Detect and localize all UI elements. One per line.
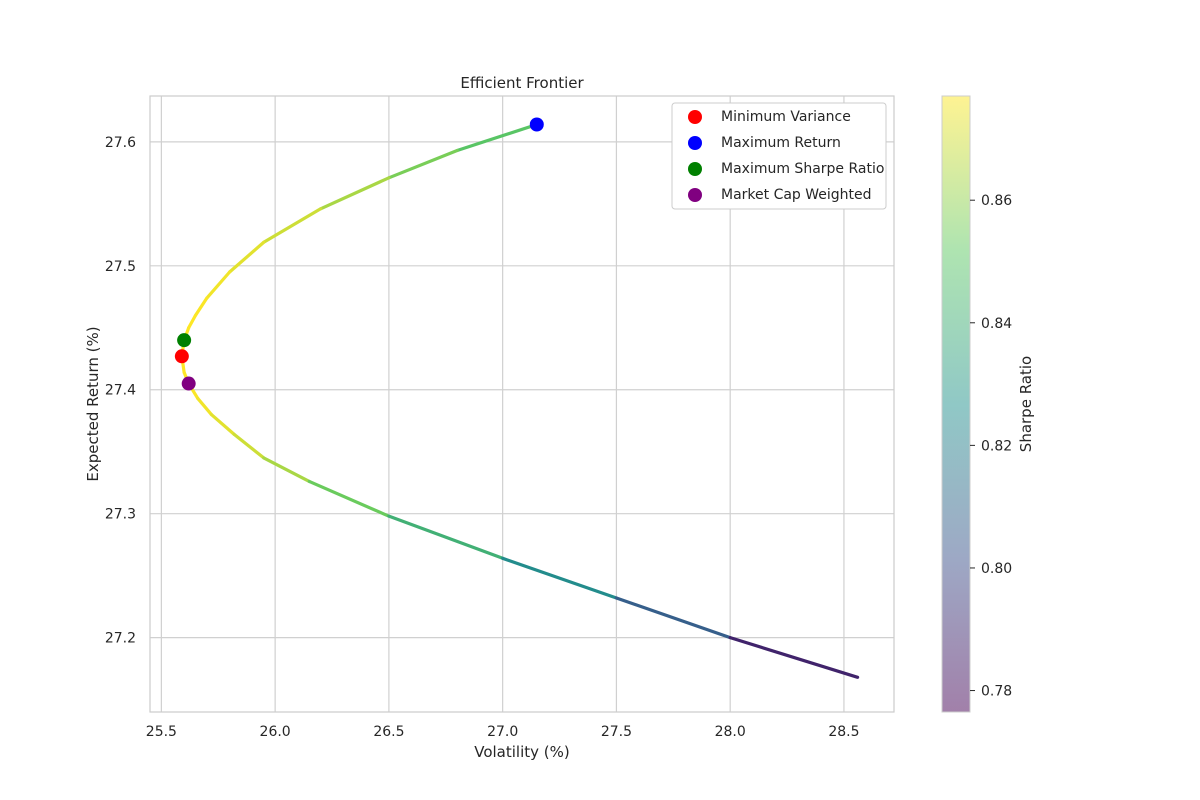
- frontier-segment: [187, 313, 198, 330]
- frontier-segment: [501, 556, 619, 600]
- legend-box: [671, 102, 887, 210]
- colorbar-gradient: [942, 96, 970, 712]
- point-market-cap-weighted: [181, 376, 196, 391]
- colorbar-tick-label: 0.78: [981, 684, 1012, 700]
- y-axis-label: Expected Return (%): [84, 326, 102, 481]
- y-tick-label: 27.4: [105, 383, 136, 399]
- colorbar-tick-label: 0.84: [981, 316, 1012, 332]
- frontier-segment: [614, 596, 732, 640]
- frontier-curve: [180, 122, 860, 679]
- frontier-segment: [232, 432, 266, 460]
- frontier-segment: [319, 176, 391, 211]
- frontier-segment: [209, 412, 236, 436]
- frontier-segment: [262, 207, 323, 244]
- point-maximum-return: [529, 117, 544, 132]
- y-axis-ticks: 27.2 27.3 27.4 27.5 27.6: [105, 135, 136, 647]
- frontier-segment: [455, 122, 539, 153]
- legend: Minimum Variance Maximum Return Maximum Sh…: [671, 102, 887, 210]
- x-tick-label: 27.0: [487, 724, 518, 740]
- y-tick-label: 27.5: [105, 259, 136, 275]
- colorbar: [941, 95, 971, 713]
- x-axis-ticks: 25.5 26.0 26.5 27.0 27.5 28.0 28.5: [146, 724, 860, 740]
- chart-title: Efficient Frontier: [460, 74, 584, 92]
- x-axis-label: Volatility (%): [474, 743, 570, 761]
- legend-marker: [688, 110, 702, 124]
- legend-entry: Maximum Sharpe Ratio: [721, 161, 884, 177]
- frontier-segment: [196, 396, 214, 417]
- legend-marker: [688, 188, 702, 202]
- highlight-points: [174, 117, 544, 391]
- frontier-segment: [205, 270, 232, 300]
- legend-entry: Maximum Return: [721, 135, 841, 151]
- point-minimum-variance: [174, 349, 189, 364]
- colorbar-tick-label: 0.82: [981, 438, 1012, 454]
- y-tick-label: 27.3: [105, 507, 136, 523]
- point-maximum-sharpe-ratio: [177, 333, 192, 348]
- frontier-segment: [228, 240, 266, 274]
- legend-marker: [688, 162, 702, 176]
- x-tick-label: 25.5: [146, 724, 177, 740]
- x-tick-label: 28.5: [828, 724, 859, 740]
- legend-marker: [688, 136, 702, 150]
- frontier-segment: [193, 296, 209, 317]
- colorbar-ticks: 0.78 0.80 0.82 0.84 0.86: [970, 193, 1012, 700]
- colorbar-tick-label: 0.80: [981, 561, 1012, 577]
- frontier-segment: [307, 479, 391, 518]
- frontier-segment: [728, 636, 860, 679]
- x-tick-label: 26.5: [373, 724, 404, 740]
- legend-entry: Market Cap Weighted: [721, 187, 872, 203]
- legend-entry: Minimum Variance: [721, 109, 851, 125]
- y-tick-label: 27.6: [105, 135, 136, 151]
- colorbar-frame: [941, 95, 971, 713]
- frontier-segment: [387, 514, 505, 560]
- y-tick-label: 27.2: [105, 631, 136, 647]
- x-tick-label: 27.5: [601, 724, 632, 740]
- colorbar-tick-label: 0.86: [981, 193, 1012, 209]
- x-tick-label: 28.0: [715, 724, 746, 740]
- colorbar-label: Sharpe Ratio: [1017, 356, 1035, 452]
- plot-area-frame: [149, 95, 895, 713]
- frontier-segment: [262, 456, 311, 484]
- x-tick-label: 26.0: [260, 724, 291, 740]
- frontier-segment: [387, 148, 459, 180]
